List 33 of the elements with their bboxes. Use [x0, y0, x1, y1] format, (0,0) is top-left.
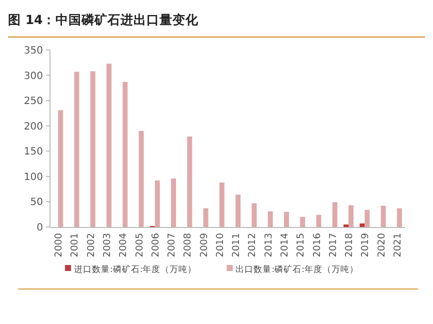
x-tick-label: 2008	[182, 233, 194, 258]
y-tick-label: 300	[24, 70, 43, 82]
x-tick-label: 2000	[54, 233, 65, 258]
x-tick-label: 2021	[392, 233, 404, 258]
x-tick-label: 2005	[134, 233, 146, 258]
x-tick-label: 2007	[166, 233, 178, 258]
x-tick-label: 2012	[247, 233, 258, 258]
title: 图 14：中国磷矿石进出口量变化	[8, 12, 199, 27]
legend-label: 出口数量:磷矿石:年度（万吨）	[236, 264, 358, 275]
x-tick-label: 2013	[263, 233, 274, 258]
x-tick-label: 2010	[214, 233, 226, 258]
x-tick-label: 2015	[296, 233, 307, 258]
x-tick-label: 2002	[86, 233, 97, 258]
y-tick-label: 0	[36, 222, 43, 234]
y-tick-label: 150	[24, 146, 43, 158]
x-tick-label: 2003	[102, 233, 113, 258]
x-tick-label: 2001	[70, 233, 81, 258]
x-tick-label: 2020	[376, 233, 388, 258]
x-tick-label: 2009	[198, 233, 210, 258]
x-tick-label: 2006	[150, 233, 162, 258]
x-tick-label: 2004	[118, 233, 130, 258]
x-tick-label: 2017	[328, 233, 339, 258]
y-tick-label: 350	[24, 46, 43, 56]
y-tick-label: 200	[24, 121, 43, 132]
x-tick-label: 2019	[360, 233, 372, 258]
y-tick-label: 100	[24, 172, 43, 183]
x-tick-label: 2016	[312, 233, 323, 258]
x-tick-label: 2011	[231, 233, 242, 258]
x-tick-label: 2014	[279, 233, 290, 258]
y-tick-label: 250	[24, 96, 43, 108]
y-tick-label: 50	[30, 197, 43, 208]
legend-label: 进口数量:磷矿石:年度（万吨）	[74, 264, 197, 275]
x-tick-label: 2018	[344, 233, 356, 258]
